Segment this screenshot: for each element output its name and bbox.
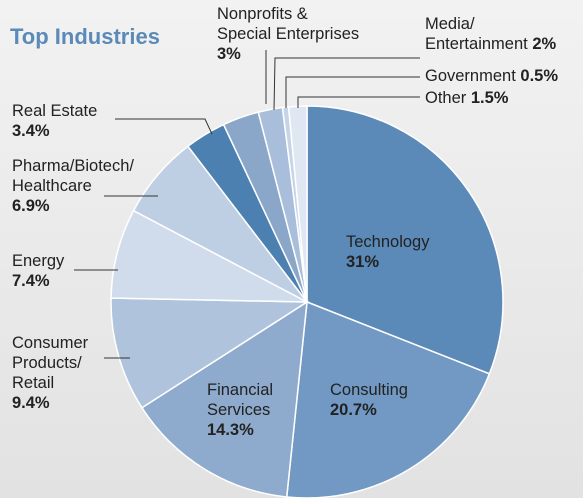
- slice-label: Consulting 20.7%: [330, 380, 408, 420]
- category-label: Consulting: [330, 381, 408, 399]
- leader-lines: [74, 50, 420, 359]
- value-label: 1.5%: [470, 89, 509, 107]
- category-label: Media/ Entertainment: [425, 15, 528, 53]
- slice-label: Consumer Products/ Retail 9.4%: [12, 333, 88, 413]
- value-label: 3%: [217, 45, 241, 63]
- category-label: Consumer Products/ Retail: [12, 334, 89, 392]
- pie-slice: [110, 297, 310, 409]
- chart-title: Top Industries: [10, 24, 160, 49]
- slice-label: Energy 7.4%: [12, 251, 64, 291]
- value-label: 31%: [346, 253, 380, 271]
- slice-label: Financial Services 14.3%: [207, 380, 273, 440]
- slice-label: Media/ Entertainment 2%: [425, 14, 556, 54]
- pie-slice: [140, 300, 308, 498]
- category-label: Government: [425, 67, 516, 85]
- category-label: Pharma/Biotech/ Healthcare: [12, 157, 134, 195]
- slice-label: Real Estate 3.4%: [12, 101, 97, 141]
- slice-label: Technology 31%: [346, 232, 429, 272]
- category-label: Real Estate: [12, 102, 98, 120]
- slice-label: Government 0.5%: [425, 66, 558, 86]
- value-label: 14.3%: [207, 421, 254, 439]
- value-label: 6.9%: [12, 197, 50, 215]
- category-label: Technology: [346, 233, 430, 251]
- leader-line: [115, 118, 213, 135]
- category-label: Financial Services: [207, 381, 274, 419]
- slice-label: Pharma/Biotech/ Healthcare 6.9%: [12, 156, 134, 216]
- slice-label: Other 1.5%: [425, 88, 508, 108]
- category-label: Other: [425, 89, 467, 107]
- value-label: 7.4%: [12, 272, 50, 290]
- leader-line: [297, 96, 420, 108]
- slice-label: Nonprofits & Special Enterprises 3%: [217, 4, 359, 64]
- value-label: 20.7%: [330, 401, 377, 419]
- value-label: 2%: [532, 35, 557, 53]
- slices: [110, 105, 504, 498]
- value-label: 3.4%: [12, 122, 50, 140]
- value-label: 0.5%: [520, 67, 558, 85]
- value-label: 9.4%: [12, 394, 50, 412]
- category-label: Energy: [12, 252, 65, 270]
- leader-line: [285, 76, 420, 108]
- pie-slice: [306, 105, 504, 375]
- leader-line: [273, 57, 420, 111]
- category-label: Nonprofits & Special Enterprises: [217, 5, 360, 43]
